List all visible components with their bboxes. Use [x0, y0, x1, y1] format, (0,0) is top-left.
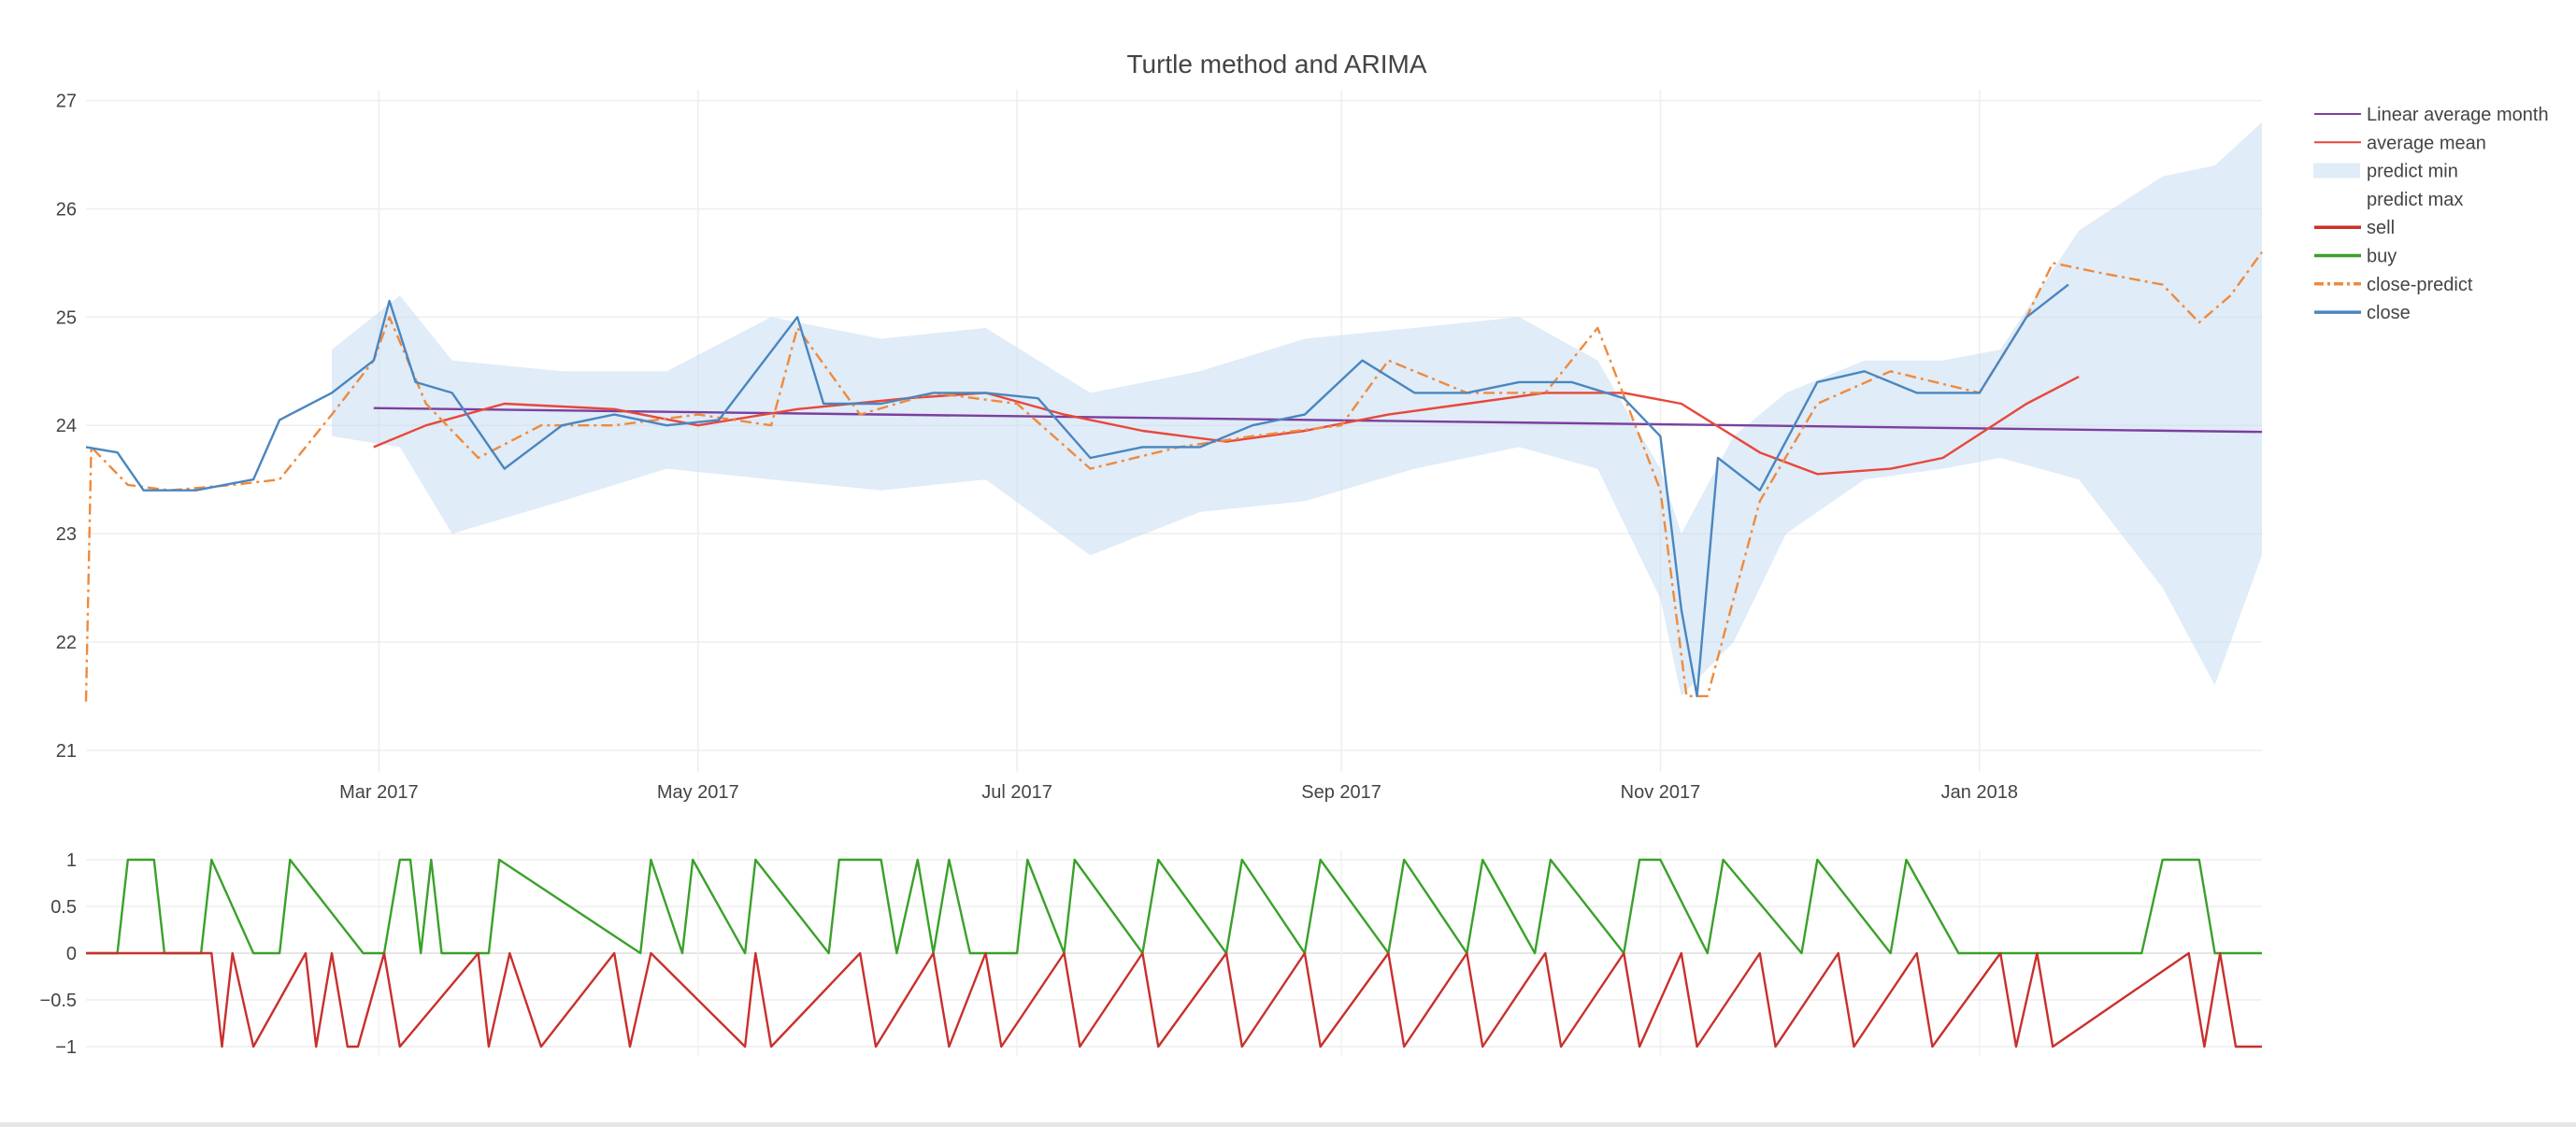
legend-item[interactable]: sell [2314, 218, 2395, 238]
legend-label: Linear average month [2367, 105, 2549, 125]
series-sell [86, 951, 2262, 1049]
legend-label: sell [2367, 218, 2395, 238]
legend-label: close [2367, 303, 2411, 323]
x-tick-label: Nov 2017 [1621, 782, 1701, 803]
legend-item[interactable]: buy [2314, 247, 2397, 267]
predict-band [332, 121, 2262, 696]
legend-item[interactable]: average mean [2314, 133, 2486, 153]
signal-y-tick-label: 0 [66, 944, 77, 964]
legend-item[interactable]: Linear average month [2314, 105, 2549, 125]
y-tick-label: 27 [56, 92, 77, 112]
signal-y-tick-label: −0.5 [40, 991, 77, 1011]
series-buy [86, 858, 2262, 955]
legend-item[interactable]: close-predict [2314, 275, 2473, 295]
x-tick-label: Sep 2017 [1301, 782, 1381, 803]
y-tick-label: 22 [56, 633, 77, 653]
series-close [85, 283, 2069, 698]
signal-y-tick-label: 0.5 [50, 897, 77, 918]
legend-label: predict max [2367, 190, 2463, 210]
y-tick-label: 21 [56, 741, 77, 762]
main-plot-series [84, 251, 2263, 702]
signal-plot-series [86, 858, 2262, 1049]
signal-y-tick-label: −1 [55, 1037, 77, 1058]
legend-label: buy [2367, 247, 2397, 267]
x-tick-label: Jan 2018 [1941, 782, 2018, 803]
y-tick-label: 25 [56, 307, 77, 328]
x-tick-label: May 2017 [657, 782, 739, 803]
chart-title: Turtle method and ARIMA [1126, 50, 1426, 78]
signal-plot-axes: 1 0.5 0 −0.5 −1 [40, 850, 77, 1058]
main-plot-axes: Mar 2017 May 2017 Jul 2017 Sep 2017 Nov 2017… [56, 92, 2018, 803]
series-linear-average-month [373, 407, 2263, 434]
predict-band-area [332, 121, 2262, 696]
series-average-mean [373, 376, 2080, 476]
y-tick-label: 23 [56, 524, 77, 545]
legend-swatch [2313, 163, 2360, 178]
legend[interactable]: Linear average month average mean predict … [2313, 105, 2549, 323]
legend-label: average mean [2367, 133, 2486, 153]
bottom-rule [0, 1122, 2576, 1127]
legend-label: close-predict [2367, 275, 2473, 295]
legend-label: predict min [2367, 162, 2458, 182]
x-tick-label: Jul 2017 [981, 782, 1052, 803]
x-tick-label: Mar 2017 [339, 782, 419, 803]
y-tick-label: 26 [56, 199, 77, 220]
legend-item[interactable]: predict max [2367, 190, 2463, 210]
legend-item[interactable]: predict min [2313, 162, 2458, 182]
signal-y-tick-label: 1 [66, 850, 77, 871]
legend-item[interactable]: close [2314, 303, 2411, 323]
y-tick-label: 24 [56, 416, 77, 436]
